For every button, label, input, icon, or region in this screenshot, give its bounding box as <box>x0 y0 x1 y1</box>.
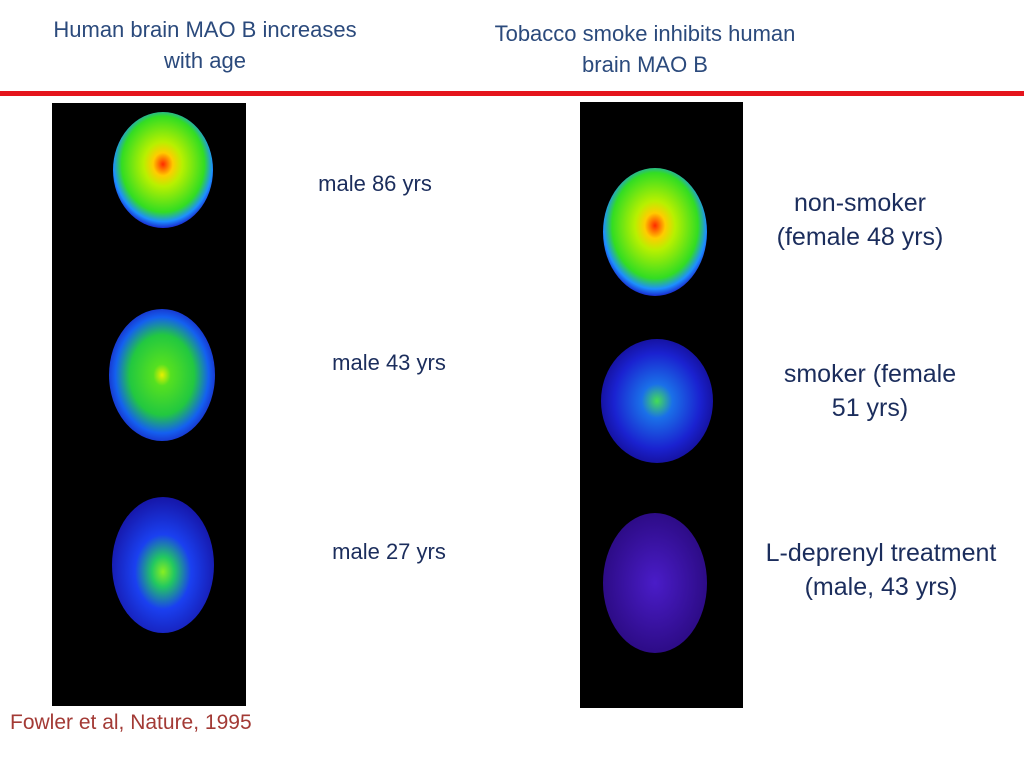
brain-scan <box>113 112 213 228</box>
label-line: 51 yrs) <box>831 394 909 422</box>
label-line: L-deprenyl treatment <box>765 539 997 567</box>
brain-scan <box>603 513 707 653</box>
scan-label: non-smoker (female 48 yrs) <box>740 186 980 254</box>
scan-label: male 86 yrs <box>318 171 432 196</box>
panel-title: Tobacco smoke inhibits human brain MAO B <box>460 18 830 80</box>
brain-scan <box>112 497 214 633</box>
label-line: smoker (female <box>783 360 957 388</box>
brain-scan <box>601 339 713 463</box>
brain-scan <box>109 309 215 441</box>
title-line: with age <box>164 48 246 73</box>
scan-label: L-deprenyl treatment (male, 43 yrs) <box>746 536 1016 604</box>
title-line: brain MAO B <box>582 52 708 77</box>
scan-label: smoker (female 51 yrs) <box>750 357 990 425</box>
label-line: non-smoker <box>794 189 926 217</box>
label-line: (female 48 yrs) <box>776 223 944 251</box>
scan-label: male 43 yrs <box>332 350 446 375</box>
title-line: Human brain MAO B increases <box>53 17 357 42</box>
citation: Fowler et al, Nature, 1995 <box>10 711 252 734</box>
divider <box>0 91 1024 96</box>
title-line: Tobacco smoke inhibits human <box>494 21 796 46</box>
panel-title: Human brain MAO B increases with age <box>20 14 390 76</box>
brain-scan <box>603 168 707 296</box>
scan-label: male 27 yrs <box>332 539 446 564</box>
label-line: (male, 43 yrs) <box>804 573 958 601</box>
